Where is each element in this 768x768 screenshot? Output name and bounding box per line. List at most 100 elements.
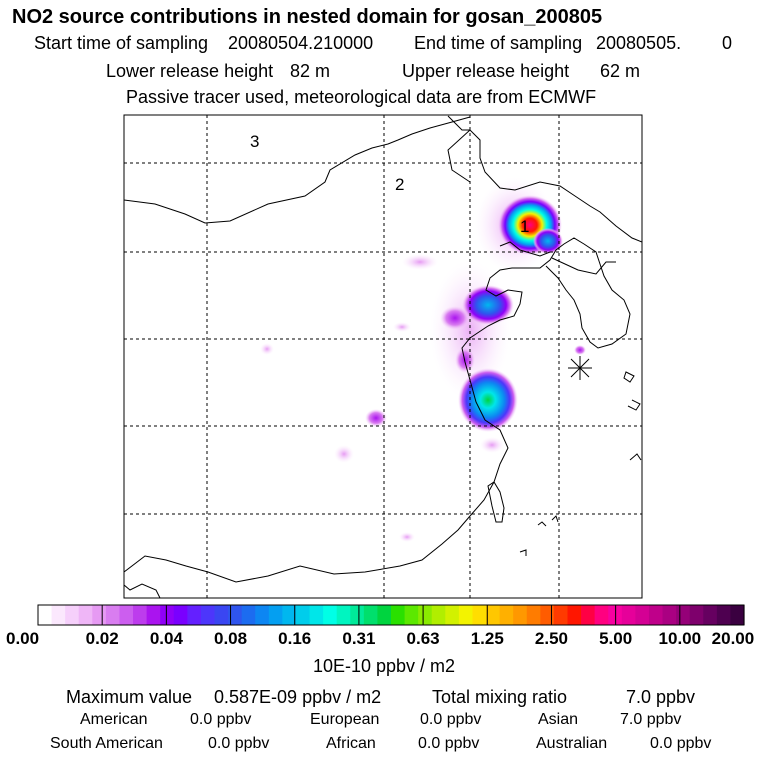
source-south-american-label: South American (50, 735, 163, 752)
colorbar-cell (621, 605, 636, 625)
colorbar-cell (486, 605, 501, 625)
colorbar-cell (676, 605, 691, 625)
colorbar-cell (241, 605, 256, 625)
colorbar-cell (295, 605, 311, 625)
region-label-1: 1 (520, 217, 529, 236)
colorbar-cell (65, 605, 80, 625)
total-mixing-label: Total mixing ratio (432, 687, 568, 707)
colorbar-cell (635, 605, 650, 625)
colorbar-tick-label: 20.00 (711, 629, 755, 648)
end-time-extra: 0 (722, 33, 733, 53)
source-asian-value: 7.0 ppbv (620, 711, 682, 728)
source-african-value: 0.0 ppbv (418, 735, 480, 752)
colorbar-tick-label: 10.00 (658, 629, 702, 648)
source-asian-label: Asian (538, 711, 579, 728)
colorbar-cell (309, 605, 324, 625)
colorbar-cell (160, 605, 175, 625)
colorbar-tick-label: 2.50 (534, 629, 568, 648)
colorbar-cell (38, 605, 53, 625)
colorbar-cell (526, 605, 541, 625)
colorbar-cell (540, 605, 555, 625)
colorbar-cell (78, 605, 93, 625)
colorbar-cell (594, 605, 609, 625)
colorbar-cell (391, 605, 406, 625)
colorbar-tick-label: 0.02 (85, 629, 119, 648)
source-australian-label: Australian (536, 735, 608, 752)
colorbar-cell (445, 605, 460, 625)
end-time-value: 20080505. (596, 33, 682, 53)
source-african-label: African (326, 735, 376, 752)
tracer-note: Passive tracer used, meteorological data… (126, 87, 597, 107)
colorbar-cell (553, 605, 569, 625)
colorbar-cell (662, 605, 677, 625)
colorbar-tick-label: 0.63 (406, 629, 440, 648)
colorbar-tick-label: 0.16 (278, 629, 312, 648)
lower-height-value: 82 m (290, 61, 331, 81)
colorbar-cell (92, 605, 107, 625)
colorbar-cell (51, 605, 66, 625)
colorbar-cell (431, 605, 446, 625)
colorbar-tick-label: 0.08 (213, 629, 248, 648)
total-mixing-value: 7.0 ppbv (626, 687, 696, 707)
colorbar-frame (37, 604, 745, 626)
colorbar-cell (336, 605, 351, 625)
concentration-field (124, 115, 642, 598)
colorbar-cell (119, 605, 134, 625)
colorbar-tick-label: 0.31 (342, 629, 376, 648)
colorbar-cell (146, 605, 161, 625)
colorbar-cell (214, 605, 229, 625)
source-european-value: 0.0 ppbv (420, 711, 482, 728)
bohai-hotspot (462, 285, 514, 325)
source-european-label: European (310, 711, 380, 728)
colorbar-cell (350, 605, 365, 625)
colorbar-cell (458, 605, 474, 625)
chart-title: NO2 source contributions in nested domai… (12, 6, 603, 28)
colorbar-cell (133, 605, 148, 625)
colorbar-cell (200, 605, 216, 625)
upper-height-label: Upper release height (402, 61, 570, 81)
colorbar-cell (513, 605, 528, 625)
end-time-label: End time of sampling (414, 33, 583, 53)
lower-height-label: Lower release height (106, 61, 274, 81)
region-label-2: 2 (395, 175, 404, 194)
colorbar-cell (418, 605, 433, 625)
colorbar-tick-label: 5.00 (599, 629, 633, 648)
source-australian-value: 0.0 ppbv (650, 735, 712, 752)
colorbar-cell (730, 605, 745, 625)
colorbar-cell (716, 605, 732, 625)
max-value-label: Maximum value (66, 687, 193, 707)
colorbar-cell (363, 605, 379, 625)
source-south-american-value: 0.0 ppbv (208, 735, 270, 752)
colorbar-cell (377, 605, 392, 625)
colorbar-cell (648, 605, 664, 625)
colorbar-cell (255, 605, 270, 625)
colorbar-cell (187, 605, 202, 625)
map-frame (123, 114, 643, 599)
colorbar-tick-label: 0.04 (149, 629, 183, 648)
colorbar-cell (472, 605, 487, 625)
colorbar-cell (703, 605, 718, 625)
colorbar-tick-label: 1.25 (470, 629, 504, 648)
colorbar-cell (323, 605, 338, 625)
colorbar-cell (228, 605, 243, 625)
colorbar-cell (581, 605, 596, 625)
colorbar-cell (567, 605, 582, 625)
upper-height-value: 62 m (600, 61, 641, 81)
colorbar-cell (404, 605, 419, 625)
colorbar-cell (499, 605, 514, 625)
start-time-label: Start time of sampling (34, 33, 209, 53)
grid-lines (124, 115, 642, 598)
coastlines (124, 115, 642, 598)
colorbar-cell (282, 605, 297, 625)
source-american-value: 0.0 ppbv (190, 711, 252, 728)
colorbar-cell (689, 605, 704, 625)
colorbar-cell (268, 605, 283, 625)
colorbar-cell (173, 605, 188, 625)
receptor-marker (568, 356, 592, 380)
colorbar-cell (105, 605, 121, 625)
max-value: 0.587E-09 ppbv / m2 (214, 687, 382, 707)
colorbar-label: 10E-10 ppbv / m2 (312, 656, 456, 676)
source-american-label: American (80, 711, 148, 728)
